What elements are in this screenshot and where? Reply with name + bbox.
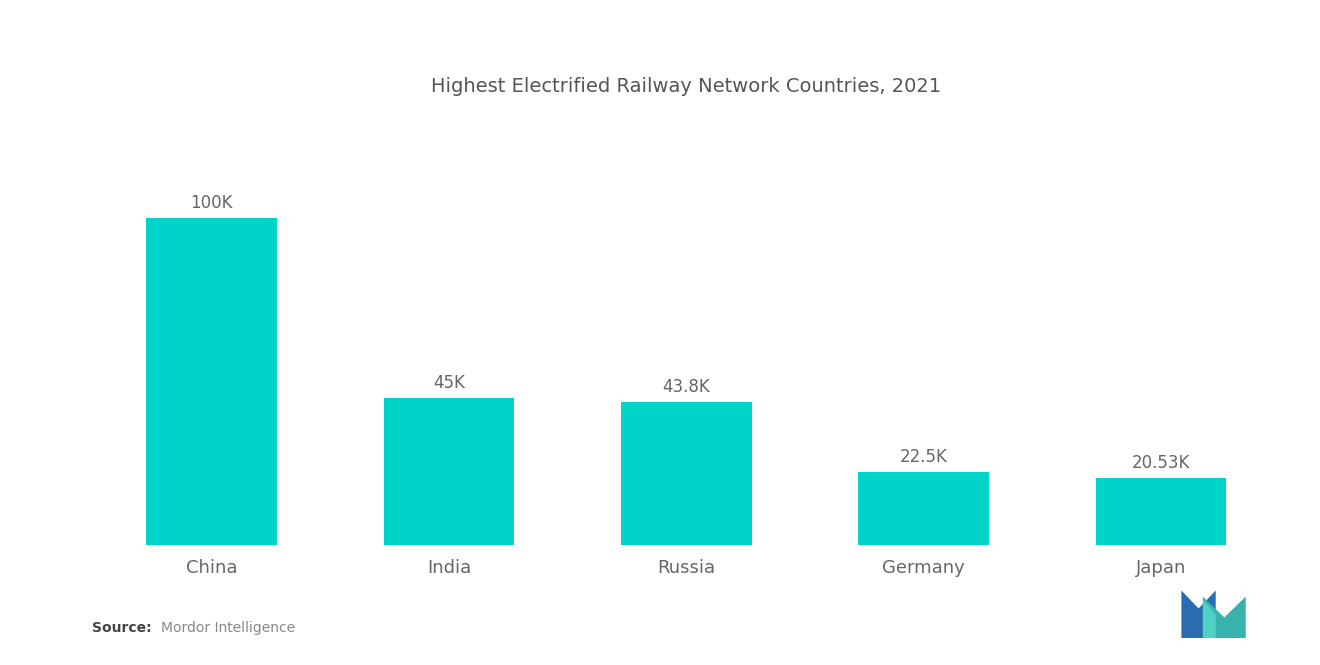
Bar bbox=[384, 398, 515, 545]
Text: 22.5K: 22.5K bbox=[900, 448, 948, 465]
Title: Highest Electrified Railway Network Countries, 2021: Highest Electrified Railway Network Coun… bbox=[432, 77, 941, 96]
Text: Source:: Source: bbox=[92, 620, 152, 635]
Polygon shape bbox=[1203, 600, 1216, 638]
Text: 45K: 45K bbox=[433, 374, 465, 392]
Text: 43.8K: 43.8K bbox=[663, 378, 710, 396]
Bar bbox=[1096, 478, 1226, 545]
Bar bbox=[622, 402, 751, 545]
Text: 20.53K: 20.53K bbox=[1133, 454, 1191, 472]
Polygon shape bbox=[1203, 597, 1246, 638]
Text: Mordor Intelligence: Mordor Intelligence bbox=[161, 620, 296, 635]
Text: 100K: 100K bbox=[190, 194, 232, 212]
Bar bbox=[858, 471, 989, 545]
Bar bbox=[147, 218, 277, 545]
Polygon shape bbox=[1181, 591, 1216, 638]
